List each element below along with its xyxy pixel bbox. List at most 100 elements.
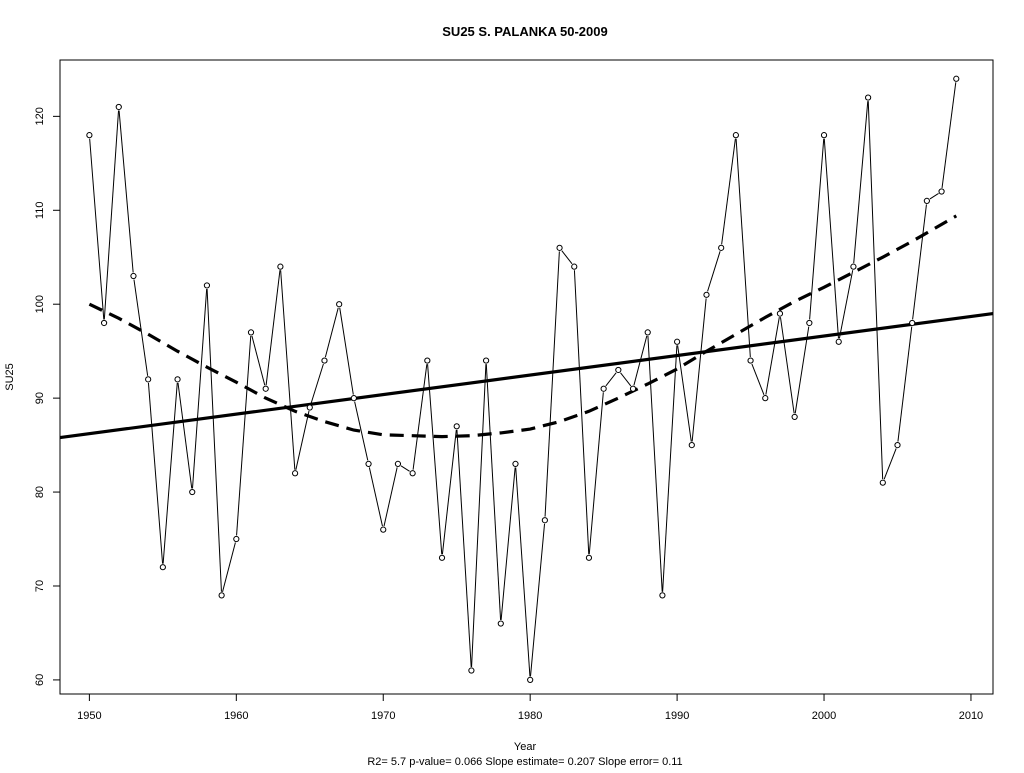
series-segment — [400, 465, 410, 472]
data-point — [923, 197, 930, 204]
chart-title: SU25 S. PALANKA 50-2009 — [442, 24, 607, 39]
series-segment — [177, 382, 193, 489]
data-point — [703, 291, 710, 298]
data-point — [747, 357, 754, 364]
series-segment — [605, 372, 617, 387]
series-segment — [147, 382, 164, 564]
data-point — [497, 620, 504, 627]
plot-area — [59, 75, 994, 684]
series-segment — [118, 110, 134, 273]
series-segment — [530, 523, 546, 677]
x-tick-label: 1960 — [224, 710, 248, 722]
data-point — [571, 263, 578, 270]
stats-footer: R2= 5.7 p-value= 0.066 Slope estimate= 0… — [367, 756, 682, 768]
data-point — [688, 441, 695, 449]
data-point — [820, 132, 828, 139]
series-segment — [721, 138, 736, 245]
data-point — [894, 441, 901, 449]
y-axis-label: SU25 — [4, 363, 16, 391]
y-tick-label: 80 — [34, 486, 46, 498]
series-segment — [515, 467, 531, 677]
data-point — [218, 592, 225, 599]
data-point — [527, 676, 534, 684]
data-point — [233, 535, 240, 543]
data-point — [953, 75, 960, 82]
series-segment — [929, 193, 939, 200]
x-tick-label: 1990 — [665, 710, 689, 722]
data-point — [644, 329, 651, 336]
series-segment — [354, 401, 369, 461]
trend-line — [59, 312, 994, 440]
series-segment — [941, 82, 957, 188]
series-segment — [427, 364, 443, 555]
series-segment — [897, 326, 913, 442]
y-tick-label: 70 — [34, 580, 46, 592]
series-segment — [265, 270, 281, 386]
smooth-curve — [88, 214, 958, 439]
data-point — [879, 479, 886, 486]
series-segment — [867, 101, 884, 480]
series-segment — [441, 429, 457, 555]
series-segment — [588, 392, 604, 555]
series-segment — [620, 372, 632, 387]
data-point — [365, 460, 372, 467]
series-segment — [383, 467, 398, 527]
data-point — [482, 357, 490, 364]
data-point — [556, 244, 563, 251]
data-point — [380, 526, 387, 533]
data-point — [247, 329, 255, 336]
data-point — [424, 357, 431, 364]
data-point — [86, 132, 93, 139]
data-point — [762, 395, 769, 402]
data-point — [262, 385, 269, 392]
series-segment — [883, 448, 897, 480]
series-segment — [751, 363, 765, 395]
series-segment — [339, 307, 354, 395]
y-tick-label: 60 — [34, 674, 46, 686]
data-point — [806, 319, 813, 327]
series-segment — [677, 345, 692, 442]
data-point — [512, 460, 519, 467]
data-point — [438, 554, 446, 561]
plot-frame — [59, 59, 994, 695]
data-point — [130, 272, 137, 280]
x-tick-label: 2000 — [812, 710, 836, 722]
data-point — [674, 338, 681, 345]
series-segment — [779, 317, 795, 414]
series-segment — [162, 382, 178, 564]
series-segment — [544, 251, 560, 517]
data-point — [732, 132, 739, 139]
data-point — [159, 564, 166, 571]
data-point — [277, 263, 284, 270]
series-segment — [647, 335, 663, 592]
series-segment — [500, 467, 516, 621]
data-point — [291, 470, 299, 477]
data-point — [615, 366, 622, 374]
series-segment — [324, 307, 339, 358]
data-point — [306, 404, 313, 411]
data-point — [791, 413, 798, 421]
data-point — [409, 470, 416, 477]
series-segment — [471, 364, 487, 667]
data-point — [850, 263, 857, 270]
data-point — [909, 319, 916, 327]
y-tick-label: 90 — [34, 392, 46, 404]
series-segment — [794, 326, 810, 414]
series-segment — [853, 101, 869, 264]
data-point — [189, 488, 196, 496]
x-tick-label: 1980 — [518, 710, 542, 722]
x-axis: 1950 1960 1970 1980 1990 2000 2010 — [77, 694, 983, 722]
data-point — [585, 554, 593, 561]
series-segment — [765, 317, 780, 395]
y-axis: 60 70 80 90 100 110 120 — [34, 107, 60, 686]
data-point — [776, 310, 784, 317]
data-point — [629, 385, 637, 392]
series-segment — [236, 335, 252, 536]
series-segment — [823, 138, 839, 339]
series-segment — [310, 363, 324, 405]
series-segment — [456, 429, 472, 667]
data-point — [394, 460, 402, 467]
data-point — [468, 667, 475, 674]
series-segment — [412, 364, 428, 470]
series-segment — [691, 298, 707, 442]
